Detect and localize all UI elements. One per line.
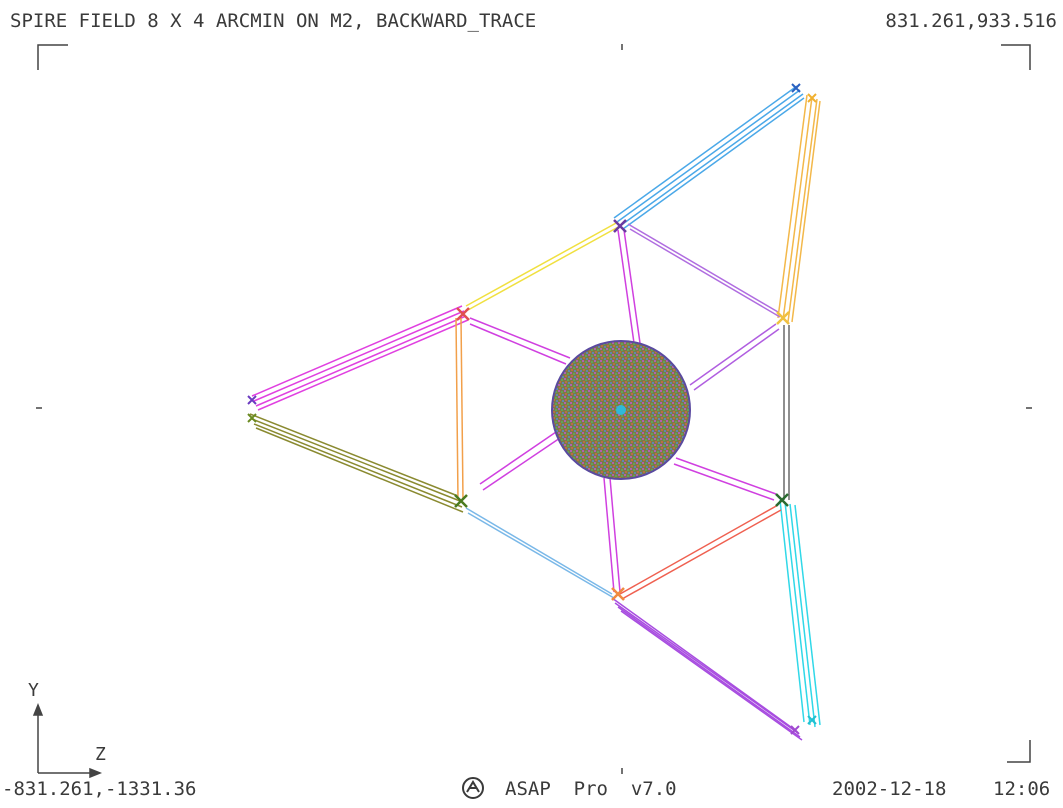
axis-label-y: Y xyxy=(28,680,39,701)
corner-top-right xyxy=(1001,44,1031,70)
bundle-topright-orange xyxy=(777,94,821,323)
corner-top-left xyxy=(37,44,68,70)
plot-title: SPIRE FIELD 8 X 4 ARCMIN ON M2, BACKWARD… xyxy=(10,10,537,32)
tip-top-blue xyxy=(791,83,801,93)
software-version: ASAP Pro v7.0 xyxy=(505,778,677,800)
spoke-topright xyxy=(689,323,780,391)
edge-red xyxy=(619,504,782,600)
edge-yellow xyxy=(465,221,621,311)
spoke-bottomright xyxy=(673,457,777,501)
bundle-bottomright-cyan xyxy=(779,499,821,728)
outer-tips xyxy=(247,83,817,735)
vertex-upperright xyxy=(776,311,790,325)
edge-orange-left xyxy=(455,317,464,501)
bundle-bottom-violet xyxy=(611,597,803,741)
tip-bottom-violet xyxy=(790,725,800,735)
asap-logo-icon xyxy=(462,777,484,799)
vertex-bottom xyxy=(611,587,625,601)
spoke-top xyxy=(617,229,641,344)
bottom-left-coordinates: -831.261,-1331.36 xyxy=(2,778,197,800)
corner-bottom-right xyxy=(1007,740,1031,763)
top-right-coordinates: 831.261,933.516 xyxy=(885,10,1057,32)
spokes xyxy=(469,229,780,593)
frame-corners xyxy=(36,44,1032,774)
edge-lightblue xyxy=(465,507,615,599)
spoke-bottomleft xyxy=(479,431,561,491)
bundle-left-magenta xyxy=(251,305,469,411)
central-dot xyxy=(616,405,626,415)
edge-violet xyxy=(627,223,781,318)
tip-bottom-cyan xyxy=(807,715,817,725)
vertex-top xyxy=(613,219,627,233)
tip-top-orange xyxy=(807,93,817,103)
vertex-markers xyxy=(454,219,790,601)
spoke-topleft xyxy=(469,317,571,365)
plot-time: 12:06 xyxy=(993,778,1051,800)
vertex-lowerleft xyxy=(454,494,468,508)
hexagon-edges xyxy=(455,221,790,600)
edge-gray xyxy=(783,325,790,500)
spoke-bottom xyxy=(603,477,621,593)
bundle-top-blue xyxy=(613,85,805,230)
bundle-left-olive xyxy=(249,413,464,513)
tip-left xyxy=(247,395,257,405)
tip-left-olive xyxy=(247,413,257,423)
axis-indicator xyxy=(32,702,103,779)
axis-label-z: Z xyxy=(95,744,106,765)
outer-bundles xyxy=(249,85,821,741)
vertex-lowerright xyxy=(775,493,789,507)
vertex-upperleft xyxy=(456,307,470,321)
plot-date: 2002-12-18 xyxy=(832,778,947,800)
